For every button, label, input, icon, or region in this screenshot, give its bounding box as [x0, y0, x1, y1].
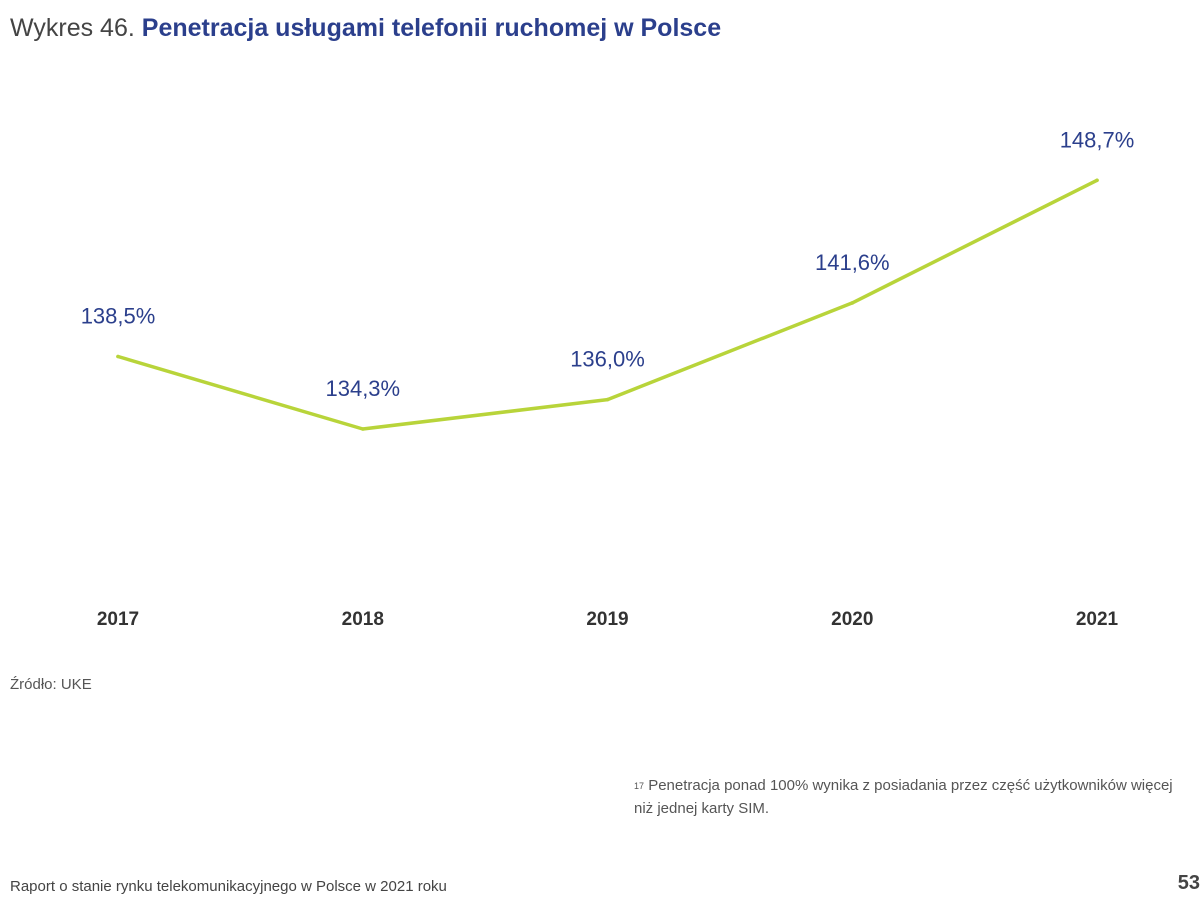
footer-report-title: Raport o stanie rynku telekomunikacyjneg… — [10, 878, 447, 895]
data-point-2017 — [116, 354, 120, 359]
series-line — [116, 178, 1099, 431]
x-axis-ticks: 2017 2018 2019 2020 2021 — [97, 609, 1119, 630]
chart-number: Wykres 46. — [10, 14, 135, 42]
x-tick-2021: 2021 — [1076, 609, 1119, 630]
value-label-layer: 138,5% 134,3% 136,0% 141,6% 148,7% — [81, 127, 1135, 401]
data-label-2019: 136,0% — [570, 347, 645, 372]
x-tick-2019: 2019 — [586, 609, 628, 630]
x-tick-2017: 2017 — [97, 609, 139, 630]
data-point-2019 — [605, 397, 610, 402]
x-tick-2020: 2020 — [831, 609, 873, 630]
data-point-2021 — [1095, 178, 1099, 183]
footnote: 17 Penetracja ponad 100% wynika z posiad… — [634, 774, 1190, 820]
page-number: 53 — [1177, 872, 1200, 894]
data-label-2018: 134,3% — [325, 376, 400, 401]
data-label-2020: 141,6% — [815, 250, 890, 275]
data-point-2020 — [850, 301, 855, 305]
line-chart: 138,5%134,3%136,0%141,6%148,7% 2017 2018 2… — [81, 127, 1135, 630]
footnote-text: Penetracja ponad 100% wynika z posiadani… — [634, 777, 1173, 817]
data-label-2021: 148,7% — [1060, 127, 1135, 152]
source-note: Źródło: UKE — [10, 676, 92, 693]
footnote-marker: 17 — [634, 781, 645, 791]
chart-title: Wykres 46. Penetracja usługami telefonii… — [10, 12, 721, 44]
x-tick-2018: 2018 — [342, 609, 384, 630]
line-layer — [116, 178, 1099, 431]
data-point-2018 — [361, 427, 365, 431]
data-label-2017: 138,5% — [81, 304, 156, 329]
chart-title-text: Penetracja usługami telefonii ruchomej w… — [141, 14, 722, 42]
